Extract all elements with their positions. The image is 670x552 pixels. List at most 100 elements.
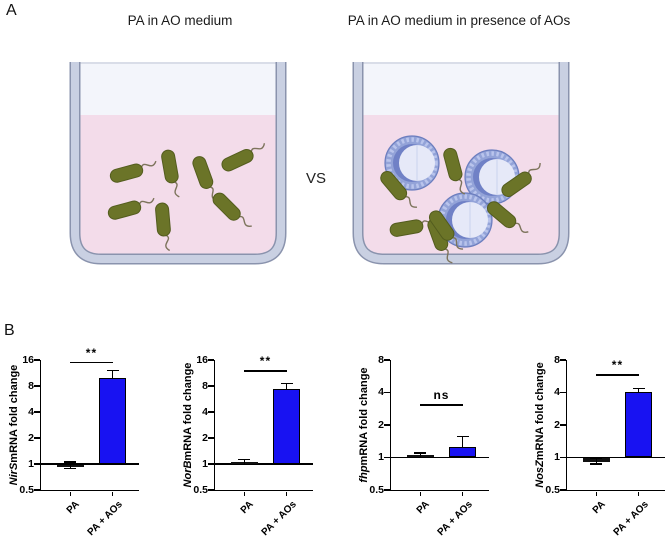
beaker-liquid bbox=[79, 115, 277, 255]
y-tick-label: 1 bbox=[202, 457, 208, 470]
error-bar-line bbox=[419, 455, 422, 458]
y-axis-tick bbox=[34, 489, 40, 491]
error-bar-line bbox=[419, 453, 422, 456]
left-beaker-title: PA in AO medium bbox=[127, 13, 233, 28]
y-tick-label: 4 bbox=[378, 386, 384, 398]
y-axis-tick bbox=[560, 359, 566, 361]
gene-name: NosZ bbox=[534, 460, 546, 488]
significance-line bbox=[70, 361, 113, 364]
chart-plot-nirs: 16 8 4 2 1 0.5 PA PA + AOs ** bbox=[19, 346, 139, 538]
bacterium-icon bbox=[107, 197, 155, 220]
y-axis-title: NosZ mRNA fold change bbox=[532, 335, 548, 515]
bacterium-icon bbox=[486, 201, 529, 233]
y-axis-tick bbox=[208, 411, 214, 413]
y-tick-label: 1 bbox=[554, 451, 560, 463]
panel-b-label: B bbox=[4, 322, 15, 339]
baseline-y1 bbox=[391, 456, 489, 459]
error-bar-line bbox=[285, 383, 288, 390]
y-axis-tick bbox=[34, 359, 40, 361]
error-bar-line bbox=[69, 462, 72, 466]
y-tick-label: 1 bbox=[28, 457, 34, 470]
significance-line bbox=[596, 374, 639, 376]
x-axis-tick bbox=[111, 491, 114, 496]
y-tick-label: 0.5 bbox=[19, 483, 34, 496]
gene-name: fhp bbox=[358, 465, 370, 483]
bacterium-icon bbox=[221, 143, 266, 172]
y-axis-tick bbox=[384, 424, 390, 426]
ao-sphere-icon bbox=[437, 192, 493, 248]
gene-name: NorB bbox=[182, 460, 194, 488]
error-bar-cap bbox=[64, 461, 77, 463]
bar-pa-+-aos bbox=[99, 377, 127, 464]
y-tick-label: 2 bbox=[378, 418, 384, 431]
significance-label: ns bbox=[433, 388, 450, 403]
y-axis-tick bbox=[384, 456, 390, 459]
chart-plot-norb: 16 8 4 2 1 0.5 PA PA + AOs ** bbox=[193, 354, 313, 538]
y-axis-tick bbox=[384, 391, 390, 394]
y-axis-tick bbox=[208, 489, 214, 491]
y-axis-tick bbox=[34, 437, 40, 439]
y-axis-tick bbox=[208, 463, 214, 465]
baseline-y1 bbox=[567, 456, 665, 459]
error-bar-line bbox=[243, 462, 246, 465]
y-axis-tick bbox=[208, 437, 214, 439]
y-axis-tick bbox=[560, 424, 566, 426]
y-axis-title-text: mRNA fold change bbox=[182, 362, 194, 461]
y-tick-label: 8 bbox=[28, 379, 34, 392]
y-tick-label: 2 bbox=[28, 431, 34, 444]
y-tick-label: 4 bbox=[554, 386, 560, 398]
y-tick-label: 2 bbox=[554, 418, 560, 431]
bacterium-icon bbox=[161, 149, 180, 198]
y-axis-title-text: mRNA fold change bbox=[8, 364, 20, 463]
error-bar-line bbox=[243, 459, 246, 463]
error-bar-line bbox=[637, 388, 640, 392]
significance-line bbox=[420, 404, 463, 406]
x-axis-tick bbox=[243, 491, 246, 496]
bar-pa-+-aos bbox=[449, 446, 477, 458]
bacterium-icon bbox=[192, 156, 218, 202]
y-axis-tick bbox=[34, 385, 40, 387]
error-bar-cap bbox=[106, 369, 119, 372]
y-axis-tick bbox=[560, 489, 566, 491]
y-axis-tick bbox=[384, 489, 390, 491]
y-axis-title-text: mRNA fold change bbox=[358, 367, 370, 466]
y-tick-label: 1 bbox=[378, 451, 384, 463]
x-axis-tick bbox=[595, 491, 598, 496]
significance-label: ** bbox=[259, 354, 272, 369]
y-tick-label: 0.5 bbox=[369, 483, 384, 496]
error-bar-cap bbox=[590, 463, 603, 465]
error-bar-cap bbox=[414, 456, 427, 459]
error-bar-cap bbox=[590, 457, 603, 459]
y-tick-label: 8 bbox=[378, 353, 384, 366]
panel-a-label: A bbox=[6, 2, 17, 19]
significance-label: ** bbox=[85, 345, 98, 360]
y-tick-label: 4 bbox=[202, 405, 208, 418]
y-tick-label: 2 bbox=[202, 431, 208, 444]
error-bar-cap bbox=[64, 467, 77, 470]
chart-plot-fhp: 8 4 2 1 0.5 PA PA + AOs ns bbox=[369, 354, 489, 538]
y-tick-label: 16 bbox=[196, 353, 208, 366]
x-axis-tick bbox=[461, 491, 464, 496]
error-bar-line bbox=[69, 465, 72, 469]
x-axis-tick bbox=[637, 491, 640, 496]
y-axis-tick bbox=[208, 359, 214, 361]
x-axis-tick bbox=[419, 491, 422, 496]
error-bar-line bbox=[111, 370, 114, 378]
error-bar-line bbox=[461, 436, 464, 447]
y-tick-label: 4 bbox=[28, 405, 34, 418]
error-bar-cap bbox=[238, 464, 251, 466]
bacterium-icon bbox=[501, 162, 541, 198]
y-axis-tick bbox=[208, 385, 214, 387]
y-axis-title: NorB mRNA fold change bbox=[180, 335, 196, 515]
x-axis-tick bbox=[69, 491, 72, 496]
y-tick-label: 8 bbox=[202, 379, 208, 392]
left-beaker-svg bbox=[69, 62, 287, 265]
y-axis-tick bbox=[34, 411, 40, 413]
error-bar-cap bbox=[414, 452, 427, 454]
significance-label: ** bbox=[611, 358, 624, 373]
bacterium-icon bbox=[428, 210, 464, 250]
x-axis-tick bbox=[285, 491, 288, 496]
gene-name: NirS bbox=[8, 462, 20, 486]
right-beaker-illustration bbox=[352, 58, 570, 265]
